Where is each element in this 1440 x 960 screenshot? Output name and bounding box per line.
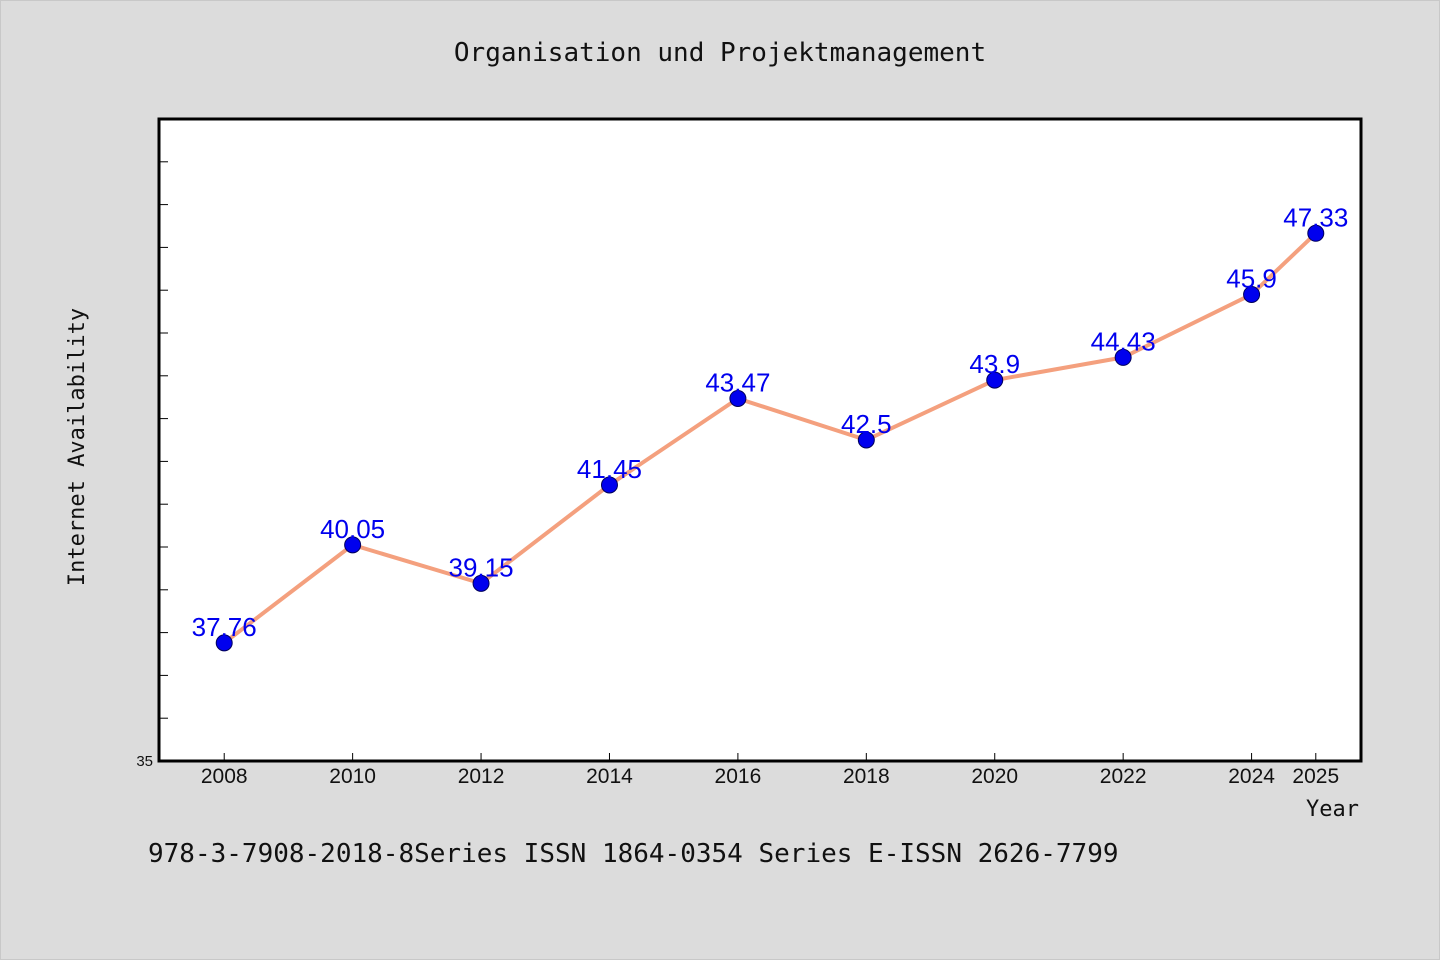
y-tick-label-min: 35 [136, 753, 153, 770]
data-point-2012 [472, 574, 490, 592]
series-line [222, 231, 1318, 645]
x-tick-label-2012: 2012 [458, 765, 505, 788]
data-point-2008 [215, 634, 233, 652]
data-point-2014 [600, 476, 618, 494]
series-layer [222, 231, 1318, 645]
x-tick-label-2022: 2022 [1100, 765, 1147, 788]
data-label-2020: 43.9 [969, 349, 1020, 379]
data-point-2024 [1243, 285, 1261, 303]
x-axis-ticks [223, 753, 1317, 761]
data-point-2016 [729, 389, 747, 407]
data-label-2008: 37.76 [192, 612, 257, 642]
chart-title: Organisation und Projektmanagement [454, 38, 986, 68]
x-tick-label-2016: 2016 [715, 765, 762, 788]
data-label-2025: 47.33 [1283, 202, 1348, 232]
y-axis-ticks [159, 161, 168, 719]
x-axis-tick-labels: 2008 2010 2012 2014 2016 2018 2020 2022 2024 2025 [201, 765, 1339, 788]
x-tick-label-2010: 2010 [329, 765, 376, 788]
data-label-2022: 44.43 [1091, 326, 1156, 356]
data-point-2022 [1114, 348, 1132, 366]
x-tick-label-2024: 2024 [1228, 765, 1275, 788]
x-axis-label: Year [1306, 797, 1359, 822]
data-label-2016: 43.47 [705, 367, 770, 397]
x-tick-label-2008: 2008 [201, 765, 248, 788]
point-layer [215, 224, 1325, 652]
data-label-layer: 37.76 40.05 39.15 41.45 43.47 42.5 43.9 44.43 45… [192, 202, 1349, 642]
x-tick-label-2018: 2018 [843, 765, 890, 788]
y-axis-label: Internet Availability [65, 308, 90, 586]
data-point-2018 [857, 431, 875, 449]
data-label-2024: 45.9 [1226, 263, 1277, 293]
footer-isbn-text: 978-3-7908-2018-8Series ISSN 1864-0354 S… [148, 839, 1119, 869]
x-tick-label-2020: 2020 [971, 765, 1018, 788]
data-point-2020 [986, 371, 1004, 389]
data-label-2010: 40.05 [320, 514, 385, 544]
data-label-2012: 39.15 [449, 552, 514, 582]
data-label-2018: 42.5 [841, 409, 892, 439]
x-tick-label-2014: 2014 [586, 765, 633, 788]
plot-area [157, 117, 1363, 763]
data-label-2014: 41.45 [577, 454, 642, 484]
data-point-2010 [344, 536, 362, 554]
x-tick-label-2025: 2025 [1292, 765, 1339, 788]
data-point-2025 [1307, 224, 1325, 242]
